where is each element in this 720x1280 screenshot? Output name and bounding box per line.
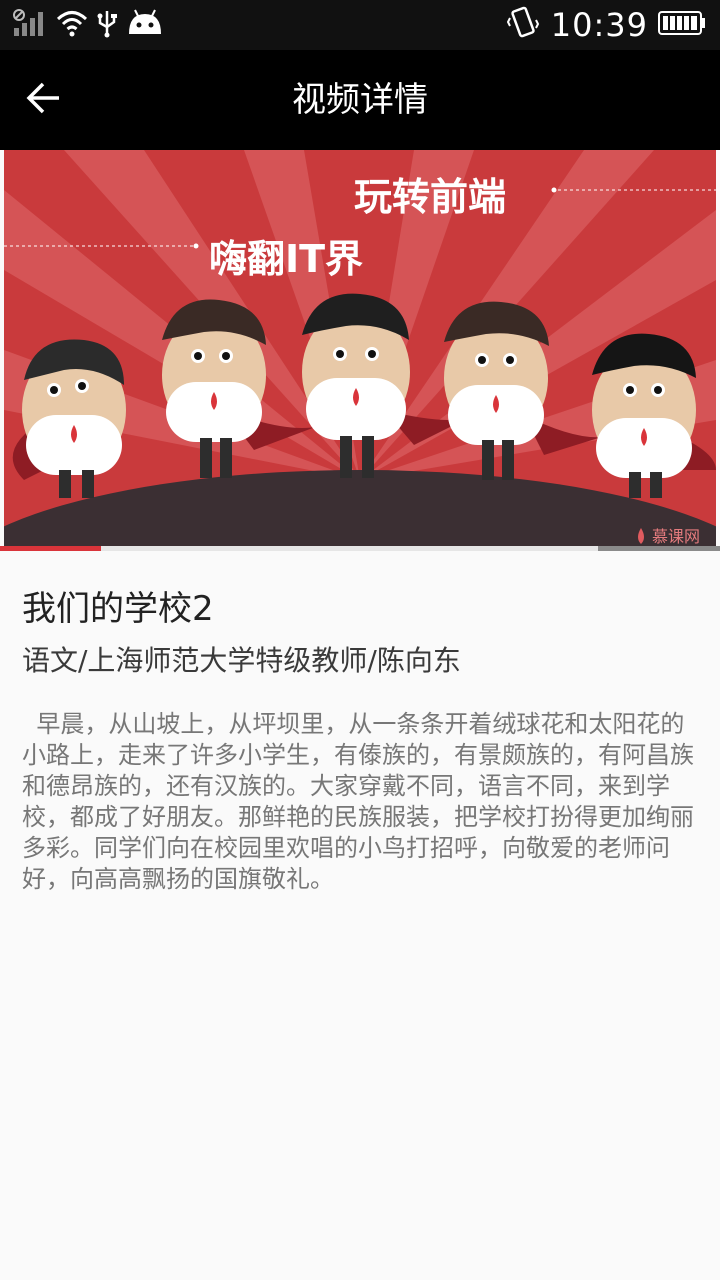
video-info: 我们的学校2 语文/上海师范大学特级教师/陈向东 早晨，从山坡上，从坪坝里，从一… — [0, 551, 720, 1280]
clock-text: 10:39 — [550, 6, 648, 44]
back-button[interactable] — [24, 78, 88, 122]
app-bar: 视频详情 — [0, 50, 720, 150]
video-description: 早晨，从山坡上，从坪坝里，从一条条开着绒球花和太阳花的小路上，走来了许多小学生，… — [22, 710, 694, 893]
cartoon-character-3 — [302, 293, 484, 478]
progress-buffered — [598, 546, 720, 551]
watermark-logo: 慕课网 — [638, 527, 700, 546]
cartoon-character-2 — [162, 299, 334, 478]
arrow-left-icon — [24, 78, 64, 122]
video-subtitle: 语文/上海师范大学特级教师/陈向东 — [22, 644, 461, 677]
signal-off-icon — [12, 8, 48, 42]
android-icon — [126, 8, 164, 42]
cartoon-character-4 — [444, 301, 624, 480]
svg-text:慕课网: 慕课网 — [652, 527, 700, 546]
video-title: 我们的学校2 — [22, 589, 214, 629]
cartoon-character-5 — [592, 333, 716, 498]
usb-icon — [96, 8, 118, 42]
video-progress-bar[interactable] — [0, 546, 720, 551]
progress-played — [0, 546, 101, 551]
vibrate-icon — [506, 6, 541, 44]
cartoon-character-1 — [12, 339, 126, 498]
banner-line-1: 玩转前端 — [354, 175, 506, 219]
status-bar: 10:39 — [0, 0, 720, 50]
wifi-icon — [56, 8, 88, 42]
status-left-icons — [12, 9, 164, 41]
page-title: 视频详情 — [292, 80, 428, 120]
video-player[interactable]: 玩转前端 嗨翻IT界 — [4, 150, 716, 546]
status-right-icons: 10:39 — [506, 6, 706, 44]
banner-line-2: 嗨翻IT界 — [209, 237, 363, 281]
video-thumbnail: 玩转前端 嗨翻IT界 — [4, 150, 716, 546]
battery-icon — [658, 10, 706, 40]
